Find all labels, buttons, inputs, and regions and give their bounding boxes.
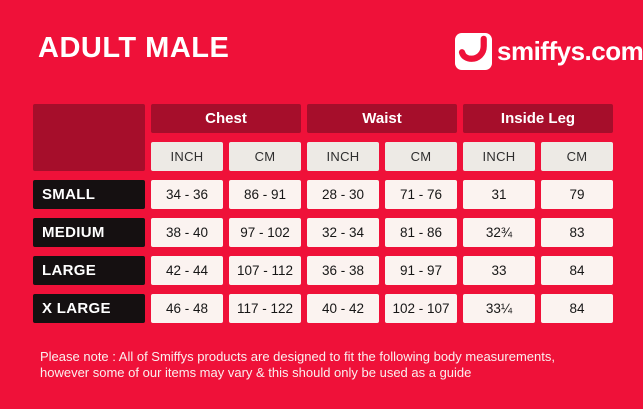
data-cell: 86 - 91: [229, 180, 301, 209]
data-cell: 36 - 38: [307, 256, 379, 285]
data-cell: 38 - 40: [151, 218, 223, 247]
brand-name: smiffys.com: [497, 36, 643, 66]
data-cell: 32 - 34: [307, 218, 379, 247]
unit-header-cell: INCH: [307, 142, 379, 171]
size-row-label: MEDIUM: [33, 218, 145, 247]
size-row-label: X LARGE: [33, 294, 145, 323]
data-cell: 40 - 42: [307, 294, 379, 323]
data-cell: 84: [541, 256, 613, 285]
data-cell: 33¼: [463, 294, 535, 323]
data-cell: 79: [541, 180, 613, 209]
size-row-label: LARGE: [33, 256, 145, 285]
size-chart-table: Chest Waist Inside Leg INCH CM INCH CM I…: [33, 104, 613, 323]
unit-header-cell: CM: [385, 142, 457, 171]
group-header-chest: Chest: [151, 104, 301, 133]
data-cell: 32¾: [463, 218, 535, 247]
data-cell: 91 - 97: [385, 256, 457, 285]
data-cell: 42 - 44: [151, 256, 223, 285]
page-title: ADULT MALE: [38, 32, 230, 64]
disclaimer-line-1: Please note : All of Smiffys products ar…: [40, 349, 555, 364]
group-header-inside-leg: Inside Leg: [463, 104, 613, 133]
data-cell: 117 - 122: [229, 294, 301, 323]
disclaimer-note: Please note : All of Smiffys products ar…: [40, 349, 615, 381]
data-cell: 97 - 102: [229, 218, 301, 247]
unit-header-cell: INCH: [151, 142, 223, 171]
corner-cell: [33, 104, 145, 171]
data-cell: 107 - 112: [229, 256, 301, 285]
unit-header-cell: INCH: [463, 142, 535, 171]
data-cell: 102 - 107: [385, 294, 457, 323]
data-cell: 46 - 48: [151, 294, 223, 323]
data-cell: 83: [541, 218, 613, 247]
data-cell: 28 - 30: [307, 180, 379, 209]
group-header-waist: Waist: [307, 104, 457, 133]
unit-header-cell: CM: [541, 142, 613, 171]
disclaimer-line-2: however some of our items may vary & thi…: [40, 365, 472, 380]
unit-header-cell: CM: [229, 142, 301, 171]
data-cell: 81 - 86: [385, 218, 457, 247]
smiffys-smile-icon: [455, 33, 492, 70]
size-row-label: SMALL: [33, 180, 145, 209]
brand-logo: smiffys.com: [455, 33, 643, 70]
data-cell: 33: [463, 256, 535, 285]
data-cell: 31: [463, 180, 535, 209]
data-cell: 71 - 76: [385, 180, 457, 209]
data-cell: 84: [541, 294, 613, 323]
data-cell: 34 - 36: [151, 180, 223, 209]
